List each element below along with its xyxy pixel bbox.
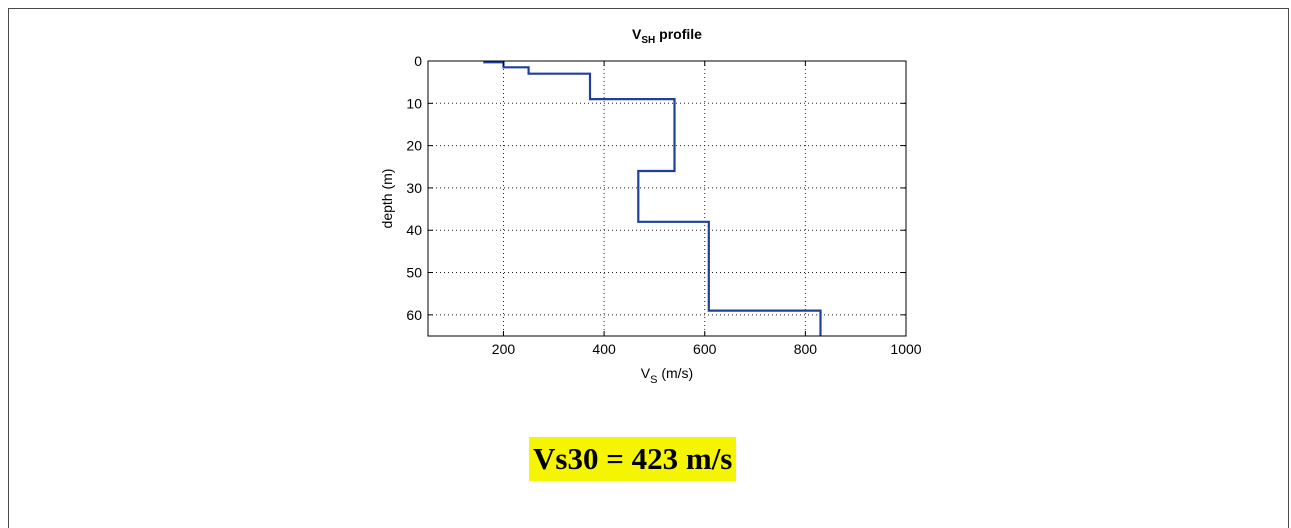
y-tick-label: 60 [406,307,422,323]
figure-frame [8,8,1289,528]
x-tick-label: 1000 [890,341,921,357]
y-tick-label: 10 [406,95,422,111]
plot-area [428,61,906,336]
y-axis-label: depth (m) [379,169,395,229]
vs30-result-label: Vs30 = 423 m/s [529,437,737,481]
x-tick-label: 800 [794,341,818,357]
x-axis-label: VS (m/s) [641,365,693,386]
x-tick-label: 400 [592,341,616,357]
y-tick-label: 50 [406,265,422,281]
x-tick-label: 200 [492,341,516,357]
chart-title: VSH profile [632,26,702,46]
y-tick-label: 20 [406,138,422,154]
x-tick-label: 600 [693,341,717,357]
y-tick-label: 30 [406,180,422,196]
vsh-profile-line-0 [483,61,822,336]
y-tick-label: 40 [406,222,422,238]
axes-box [427,60,907,337]
vsh-profile-chart: 200 400 600 800 1000 0 10 20 30 40 50 60 VSH profile… [379,26,922,386]
y-tick-label: 0 [414,53,422,69]
